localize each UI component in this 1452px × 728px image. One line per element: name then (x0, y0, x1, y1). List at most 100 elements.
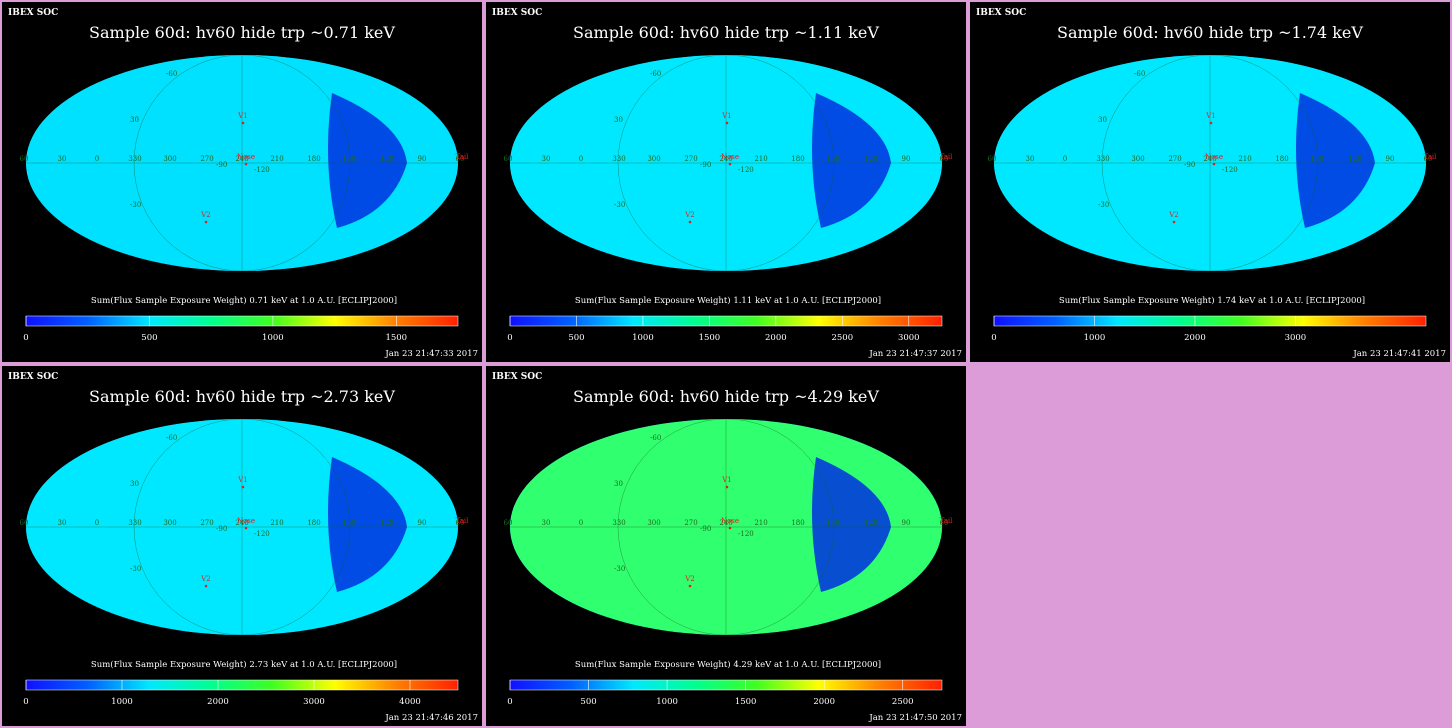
v2-marker-dot (204, 220, 208, 224)
source-label: IBEX SOC (492, 8, 542, 18)
colorbar-tick-label: 500 (141, 333, 157, 343)
grid-label: 30 (542, 519, 551, 527)
grid-label: 210 (270, 155, 283, 163)
grid-label: 30 (542, 155, 551, 163)
colorbar-tick-label: 0 (23, 333, 28, 343)
low-flux-region (1296, 93, 1375, 228)
grid-label: 120 (380, 519, 393, 527)
map-panel: IBEX SOC Sample 60d: hv60 hide trp ~1.11 … (486, 2, 966, 362)
colorbar-tick-label: 3000 (898, 333, 920, 343)
v1-marker: V1 (1205, 112, 1216, 120)
grid-label: 300 (1131, 155, 1144, 163)
grid-label: 270 (684, 519, 697, 527)
map-svg: IBEX SOC Sample 60d: hv60 hide trp ~1.11 … (492, 8, 962, 359)
grid-label: 0 (1063, 155, 1067, 163)
grid-label: 180 (1275, 155, 1288, 163)
nose-marker: Nose (1205, 153, 1223, 161)
grid-label: 120 (864, 519, 877, 527)
grid-label: 60 (20, 519, 29, 527)
grid-label: 330 (612, 519, 625, 527)
colorbar (993, 315, 1427, 327)
sky-map (510, 55, 942, 271)
colorbar-caption: Sum(Flux Sample Exposure Weight) 4.29 ke… (575, 659, 881, 670)
colorbar-tick-label: 1000 (632, 333, 654, 343)
timestamp: Jan 23 21:47:41 2017 (1352, 349, 1446, 359)
colorbar-caption: Sum(Flux Sample Exposure Weight) 1.74 ke… (1059, 295, 1365, 306)
grid-label: 270 (200, 155, 213, 163)
colorbar-tick-label: 2000 (765, 333, 787, 343)
grid-label: 240 (719, 519, 732, 527)
v2-marker-dot (204, 584, 208, 588)
colorbar-caption: Sum(Flux Sample Exposure Weight) 1.11 ke… (575, 295, 881, 306)
grid-label: 300 (647, 519, 660, 527)
v2-marker: V2 (200, 211, 211, 219)
grid-label: -60 (166, 434, 177, 442)
grid-label: 30 (1026, 155, 1035, 163)
source-label: IBEX SOC (8, 8, 58, 18)
v2-marker: V2 (1168, 211, 1179, 219)
grid-label: 150 (826, 155, 839, 163)
sky-map (26, 55, 458, 271)
grid-label: -60 (166, 70, 177, 78)
nose-marker: Nose (237, 517, 255, 525)
colorbar-tick-label: 0 (507, 333, 512, 343)
chart-title: Sample 60d: hv60 hide trp ~0.71 keV (89, 23, 395, 42)
grid-label: 210 (270, 519, 283, 527)
tail-marker: Tail (1424, 153, 1438, 161)
tail-marker: Tail (456, 517, 470, 525)
grid-label: -90 (700, 161, 711, 169)
timestamp: Jan 23 21:47:33 2017 (384, 349, 478, 359)
map-svg: IBEX SOC Sample 60d: hv60 hide trp ~4.29 … (492, 372, 962, 723)
nose-marker-dot (728, 162, 732, 166)
nose-marker: Nose (721, 517, 739, 525)
map-panel: IBEX SOC Sample 60d: hv60 hide trp ~0.71 … (2, 2, 482, 362)
colorbar-tick-label: 2000 (813, 697, 835, 707)
grid-label: 30 (58, 155, 67, 163)
v1-marker: V1 (237, 476, 248, 484)
grid-label: 0 (95, 155, 99, 163)
low-flux-region (328, 457, 407, 592)
v1-marker: V1 (721, 112, 732, 120)
colorbar (25, 679, 459, 691)
grid-label: 270 (200, 519, 213, 527)
grid-label: 120 (864, 155, 877, 163)
v2-marker-dot (1172, 220, 1176, 224)
v2-marker: V2 (684, 211, 695, 219)
grid-label: 210 (754, 519, 767, 527)
grid-label: 90 (1386, 155, 1395, 163)
source-label: IBEX SOC (492, 372, 542, 382)
map-panel: IBEX SOC Sample 60d: hv60 hide trp ~4.29 … (486, 366, 966, 726)
low-flux-region (328, 93, 407, 228)
timestamp: Jan 23 21:47:37 2017 (868, 349, 962, 359)
grid-label: -60 (650, 434, 661, 442)
colorbar (509, 679, 943, 691)
tail-marker: Tail (456, 153, 470, 161)
grid-label: -60 (1134, 70, 1145, 78)
grid-label: 330 (128, 155, 141, 163)
grid-label: 30 (614, 116, 623, 124)
v1-marker-dot (725, 485, 729, 489)
colorbar-tick-label: 4000 (399, 697, 421, 707)
grid-label: 300 (647, 155, 660, 163)
grid-label: -90 (1184, 161, 1195, 169)
grid-label: -30 (130, 565, 141, 573)
grid-label: 0 (95, 519, 99, 527)
v2-marker-dot (688, 220, 692, 224)
grid-label: 60 (456, 519, 465, 527)
grid-label: 60 (940, 155, 949, 163)
v1-marker-dot (1209, 121, 1213, 125)
grid-label: 90 (902, 519, 911, 527)
colorbar-tick-label: 3000 (1285, 333, 1307, 343)
grid-label: 330 (612, 155, 625, 163)
grid-label: 0 (579, 519, 583, 527)
source-label: IBEX SOC (976, 8, 1026, 18)
grid-label: 330 (1096, 155, 1109, 163)
grid-label: 90 (418, 155, 427, 163)
grid-label: 150 (342, 155, 355, 163)
grid-label: 210 (1238, 155, 1251, 163)
chart-title: Sample 60d: hv60 hide trp ~1.74 keV (1057, 23, 1363, 42)
grid-label: 60 (988, 155, 997, 163)
sky-map (994, 55, 1426, 271)
colorbar-tick-label: 0 (507, 697, 512, 707)
grid-label: 180 (307, 155, 320, 163)
